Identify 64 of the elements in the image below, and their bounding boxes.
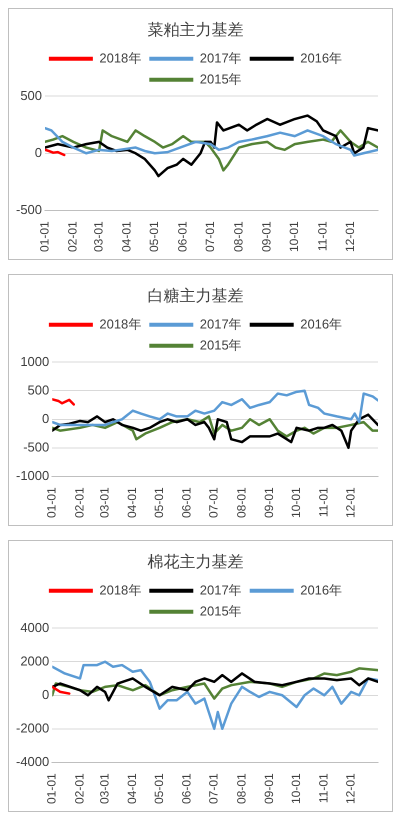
x-tick-label: 07-01 [206,486,221,518]
y-tick-label: 500 [28,382,50,398]
x-tick-label: 09-01 [260,220,274,252]
x-tick-label: 11-01 [316,772,331,804]
legend-label: 2016年 [300,582,342,598]
y-tick-label: 4000 [20,620,50,635]
x-tick-label: 10-01 [288,772,303,804]
legend-label: 2015年 [200,337,242,352]
legend-label: 2017年 [200,50,242,66]
x-tick-label: 06-01 [175,220,190,252]
y-tick-label: -500 [23,439,50,454]
x-tick-label: 12-01 [342,220,357,252]
x-tick-label: 02-01 [72,772,86,804]
x-tick-label: 10-01 [287,220,302,252]
chart-title: 棉花主力基差 [148,553,244,572]
legend-label: 2018年 [99,50,142,66]
y-tick-label: 0 [42,410,50,426]
x-tick-label: 07-01 [206,772,221,804]
x-tick-label: 04-01 [125,772,140,804]
x-tick-label: 01-01 [44,772,59,804]
y-tick-label: 2000 [20,653,50,668]
x-tick-label: 02-01 [72,486,86,518]
legend-label: 2018年 [99,582,142,598]
x-tick-label: 07-01 [202,220,217,252]
x-tick-label: 10-01 [288,486,303,518]
x-tick-label: 08-01 [234,486,248,518]
legend-label: 2015年 [200,71,242,86]
y-tick-label: 500 [20,88,42,103]
legend-label: 2017年 [200,316,242,332]
x-tick-label: 05-01 [147,220,162,252]
legend-label: 2016年 [300,50,342,66]
x-tick-label: 08-01 [234,772,248,804]
x-tick-label: 03-01 [97,772,112,804]
y-tick-label: -4000 [16,754,50,769]
legend-label: 2018年 [99,316,142,332]
chart-title: 菜粕主力基差 [148,21,244,40]
chart-title: 白糖主力基差 [148,287,244,306]
x-tick-label: 09-01 [262,772,276,804]
x-tick-label: 08-01 [231,220,246,252]
x-tick-label: 06-01 [180,772,194,804]
y-tick-label: 0 [42,686,50,702]
x-tick-label: 03-01 [97,486,112,518]
legend-label: 2015年 [200,603,242,618]
y-tick-label: 1000 [20,354,50,369]
legend-label: 2017年 [200,582,242,598]
x-tick-label: 11-01 [316,486,331,518]
y-tick-label: -2000 [16,720,50,736]
x-tick-label: 03-01 [91,220,106,252]
x-tick-label: 04-01 [120,220,134,252]
x-tick-label: 05-01 [152,772,166,804]
x-tick-label: 12-01 [343,486,358,518]
legend-label: 2016年 [300,316,342,332]
x-tick-label: 05-01 [152,486,166,518]
y-tick-label: -500 [16,202,42,217]
x-tick-label: 11-01 [315,220,330,252]
x-tick-label: 01-01 [44,486,59,518]
x-tick-label: 06-01 [180,486,194,518]
x-tick-label: 09-01 [262,486,276,518]
y-tick-label: 0 [34,144,42,160]
x-tick-label: 02-01 [66,220,80,252]
x-tick-label: 12-01 [343,772,358,804]
x-tick-label: 01-01 [37,220,52,252]
y-tick-label: -1000 [16,468,50,483]
x-tick-label: 04-01 [125,486,140,518]
